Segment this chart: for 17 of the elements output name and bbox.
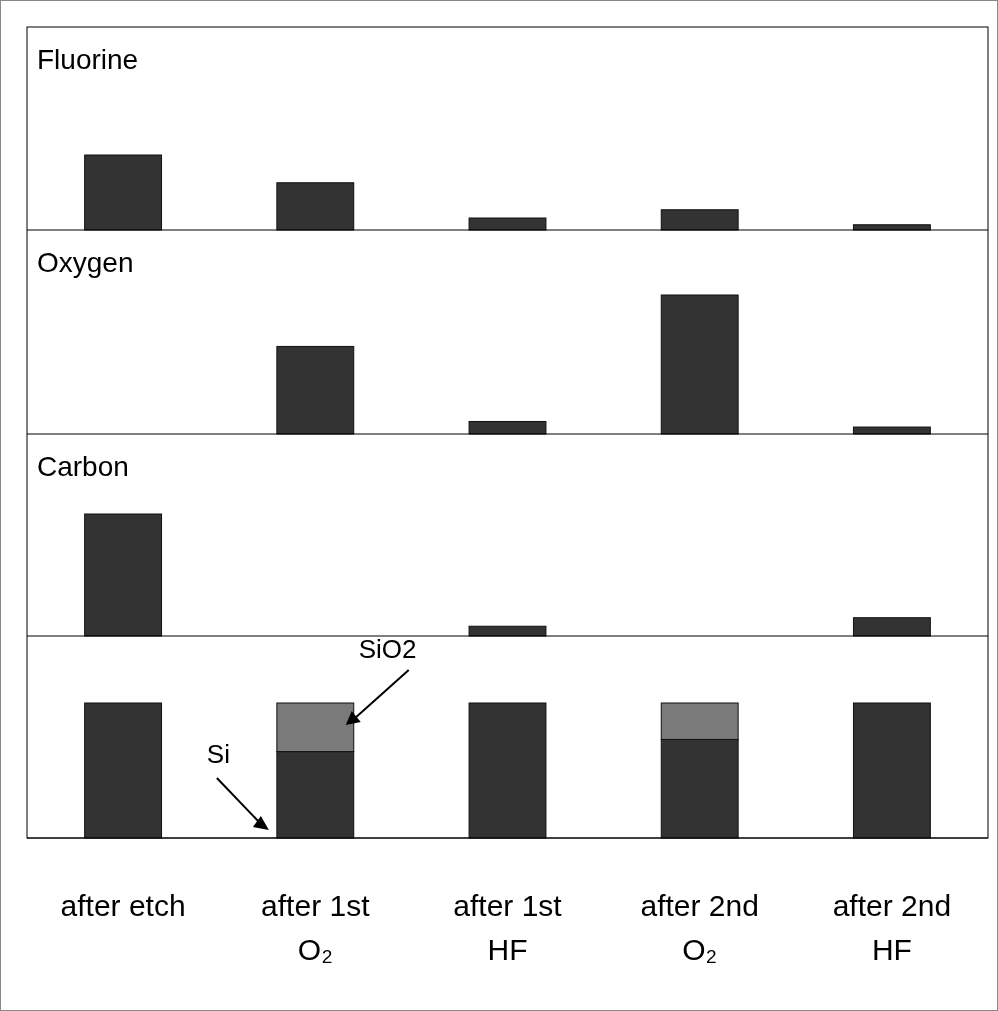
x-tick-label: after 2nd O₂: [640, 889, 759, 966]
bar: [660, 294, 739, 435]
bar: [276, 345, 355, 435]
bar: [276, 182, 355, 231]
series-label: Si: [206, 739, 230, 769]
x-tick-label: after 1st O₂: [261, 889, 371, 966]
bar: [468, 420, 547, 435]
bar: [84, 154, 163, 231]
bar: [660, 209, 739, 231]
chart-title: Carbon: [37, 451, 129, 482]
bar: [468, 217, 547, 231]
x-tick-label: after 1st HF: [453, 889, 563, 966]
x-tick-label: after 2nd HF: [832, 889, 952, 966]
x-tick-label: after etch: [60, 889, 186, 922]
chart-title: Oxygen: [37, 247, 134, 278]
series-label: SiO2: [358, 634, 417, 664]
chart-title: Fluorine: [37, 44, 139, 75]
